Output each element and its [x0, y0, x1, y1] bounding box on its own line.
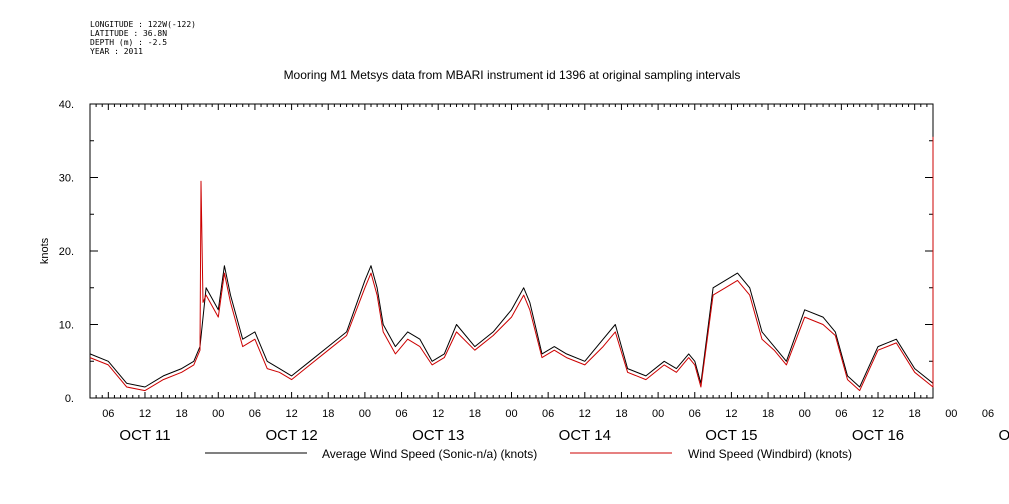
legend: Average Wind Speed (Sonic-n/a) (knots) W…: [205, 447, 852, 461]
day-label: OCT 16: [852, 427, 904, 444]
y-tick-label: 10.: [59, 320, 74, 332]
x-tick-label: 00: [505, 408, 517, 420]
x-tick-label: 06: [249, 408, 261, 420]
x-tick-label: 18: [322, 408, 334, 420]
x-tick-label: 18: [469, 408, 481, 420]
x-tick-label: 00: [212, 408, 224, 420]
day-label: OCT 13: [412, 427, 464, 444]
axis-ticks: [89, 103, 934, 399]
chart-title: Mooring M1 Metsys data from MBARI instru…: [284, 68, 741, 82]
day-labels: OCT 11 OCT 12 OCT 13 OCT 14 OCT 15 OCT 16 OCT …: [119, 427, 1009, 444]
x-tick-label: 06: [395, 408, 407, 420]
longitude-label: LONGITUDE : 122W(-122): [90, 20, 196, 29]
x-tick-label: 12: [872, 408, 884, 420]
x-tick-label: 06: [689, 408, 701, 420]
x-tick-label: 12: [432, 408, 444, 420]
day-label: OCT 14: [559, 427, 611, 444]
depth-label: DEPTH (m) : -2.5: [90, 38, 168, 47]
y-tick-label: 0.: [65, 393, 74, 405]
y-tick-label: 40.: [59, 99, 74, 111]
x-tick-label: 06: [982, 408, 994, 420]
x-tick-label: 06: [542, 408, 554, 420]
latitude-label: LATITUDE : 36.8N: [90, 29, 168, 38]
x-tick-label: 18: [909, 408, 921, 420]
x-tick-label: 18: [615, 408, 627, 420]
year-label: YEAR : 2011: [90, 47, 143, 56]
x-tick-label: 00: [945, 408, 957, 420]
x-tick-label: 00: [359, 408, 371, 420]
x-tick-labels: 06 12 18 00 06 12 18 00 06 12 18 00 06 12 18 00 06 12 18 00…: [102, 408, 994, 420]
series-line-sonic: [89, 265, 934, 388]
plot-frame: [89, 103, 934, 399]
y-tick-label: 20.: [59, 246, 74, 258]
x-tick-label: 18: [176, 408, 188, 420]
x-tick-label: 00: [799, 408, 811, 420]
legend-label-windbird: Wind Speed (Windbird) (knots): [688, 447, 852, 461]
day-label: OCT 11: [119, 427, 170, 444]
x-tick-label: 18: [762, 408, 774, 420]
series-line-windbird: [89, 136, 934, 392]
day-label: OCT 15: [705, 427, 757, 444]
y-axis-label: knots: [39, 237, 51, 264]
x-tick-label: 12: [725, 408, 737, 420]
x-tick-label: 06: [835, 408, 847, 420]
y-tick-labels: 0. 10. 20. 30. 40.: [59, 99, 74, 405]
legend-label-sonic: Average Wind Speed (Sonic-n/a) (knots): [322, 447, 537, 461]
x-tick-label: 12: [285, 408, 297, 420]
y-tick-label: 30.: [59, 173, 74, 185]
x-tick-label: 12: [579, 408, 591, 420]
x-tick-label: 06: [102, 408, 114, 420]
day-label: OCT 17: [999, 427, 1009, 444]
metadata-block: LONGITUDE : 122W(-122) LATITUDE : 36.8N …: [90, 20, 196, 56]
series-group: [89, 136, 934, 392]
day-label: OCT 12: [265, 427, 317, 444]
x-tick-label: 00: [652, 408, 664, 420]
x-tick-label: 12: [139, 408, 151, 420]
